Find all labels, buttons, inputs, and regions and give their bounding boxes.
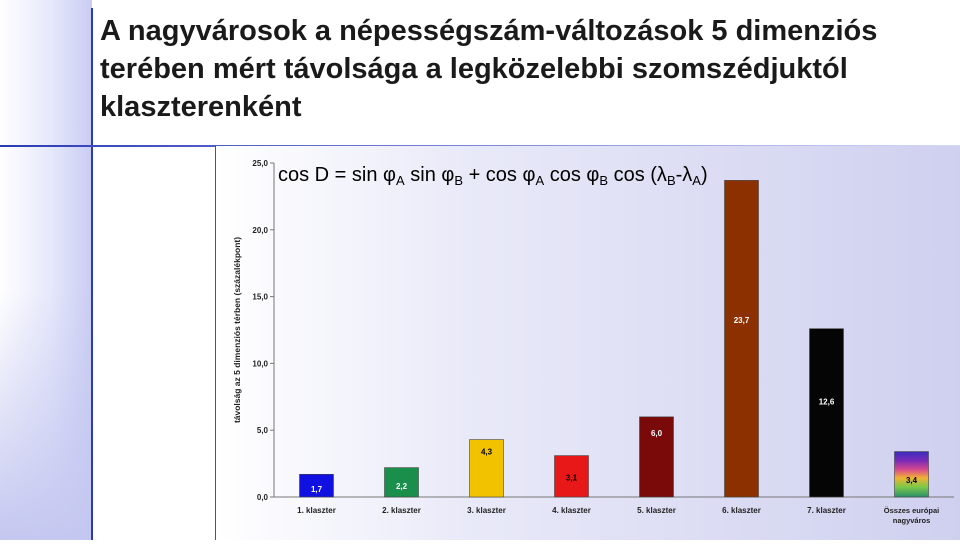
data-label: 3,1 (566, 474, 578, 483)
data-label: 4,3 (481, 448, 493, 457)
data-label: 23,7 (734, 316, 750, 325)
data-label: 2,2 (396, 482, 408, 491)
data-label: 1,7 (311, 485, 323, 494)
y-tick-label: 5,0 (257, 426, 269, 435)
bar (384, 467, 419, 498)
bar (724, 180, 759, 498)
y-tick-label: 20,0 (252, 226, 268, 235)
formula-part: -λ (675, 164, 693, 186)
data-label: 6,0 (651, 429, 663, 438)
chart-frame: 0,0 5,0 10,0 15,0 20,0 25,0 távolság az 5 dime… (215, 146, 960, 540)
formula-subscript: B (599, 173, 609, 188)
y-axis-label: távolság az 5 dimenziós térben (százalék… (232, 237, 242, 423)
bar (469, 439, 504, 498)
formula-part: cos (λ (608, 164, 667, 186)
data-label: 12,6 (819, 397, 835, 406)
bar-chart: 0,0 5,0 10,0 15,0 20,0 25,0 távolság az 5 dime… (216, 146, 960, 540)
formula-part: cos D = sin φ (278, 164, 397, 186)
formula-subscript: B (666, 173, 676, 188)
vertical-accent-line (91, 8, 93, 540)
x-tick-label: Összes európai (884, 506, 939, 515)
x-tick-label: 5. klaszter (637, 506, 676, 515)
x-tick-label: 2. klaszter (382, 506, 421, 515)
x-tick-label: 7. klaszter (807, 506, 846, 515)
formula-part: cos φ (544, 164, 600, 186)
formula-subscript: B (454, 173, 464, 188)
bar (894, 451, 929, 498)
y-tick-label: 15,0 (252, 293, 268, 302)
x-tick-label: 6. klaszter (722, 506, 761, 515)
bar (299, 473, 334, 498)
data-label: 3,4 (906, 476, 918, 485)
formula-subscript: A (692, 173, 701, 188)
x-tick-label: 3. klaszter (467, 506, 506, 515)
x-tick-label: nagyváros (893, 516, 931, 525)
formula-part: sin φ (404, 164, 455, 186)
formula-part: ) (700, 164, 708, 186)
left-decor-gradient (0, 290, 92, 540)
bar (809, 328, 844, 498)
formula-subscript: A (396, 173, 405, 188)
distance-formula: cos D = sin φA sin φB + cos φA cos φB co… (278, 164, 708, 188)
x-tick-label: 4. klaszter (552, 506, 591, 515)
y-tick-label: 0,0 (257, 493, 269, 502)
bar (554, 455, 589, 498)
slide-title: A nagyvárosok a népességszám-változások … (100, 15, 878, 123)
y-tick-label: 10,0 (252, 359, 268, 368)
bar (639, 416, 674, 498)
x-tick-label: 1. klaszter (297, 506, 336, 515)
y-tick-label: 25,0 (252, 159, 268, 168)
formula-part: + cos φ (463, 164, 536, 186)
formula-subscript: A (535, 173, 545, 188)
